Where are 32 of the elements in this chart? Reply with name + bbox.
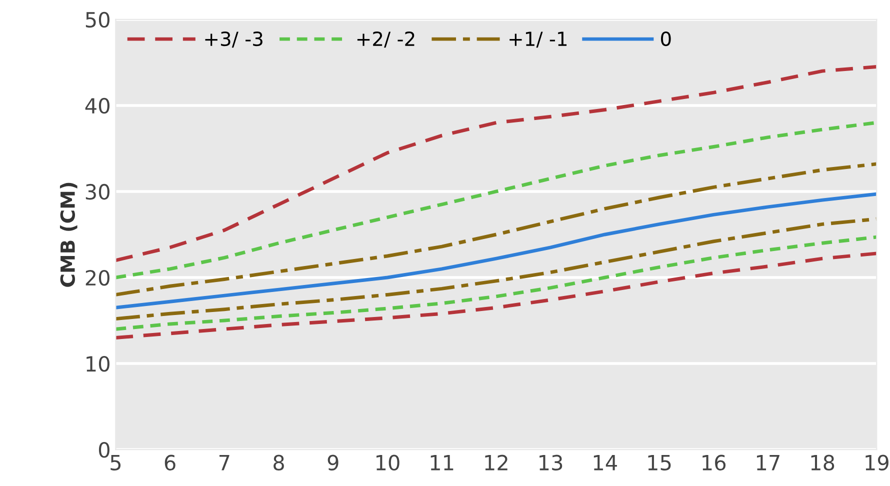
x-tick-label: 9 [328, 454, 338, 471]
x-tick-label: 18 [811, 454, 834, 471]
legend-label: +2/ -2 [357, 31, 414, 48]
line-series [116, 65, 877, 262]
line-series [116, 252, 877, 340]
x-tick-label: 16 [702, 454, 726, 471]
legend-label: 0 [660, 31, 671, 46]
x-tick-label: 13 [540, 454, 562, 471]
x-tick-label: 5 [110, 455, 121, 471]
legend-label: +1/ -1 [510, 32, 567, 48]
x-tick-label: 8 [274, 454, 284, 471]
x-tick-label: 11 [430, 455, 454, 470]
y-tick-label: 20 [86, 270, 110, 286]
x-tick-label: 10 [376, 454, 400, 471]
x-tick-label: 12 [485, 454, 508, 470]
y-tick-label: 30 [86, 184, 110, 200]
line-series [116, 235, 877, 331]
y-tick-label: 40 [85, 98, 110, 114]
y-tick-label: 0 [98, 442, 110, 458]
line-series [116, 120, 877, 280]
x-tick-label: 6 [164, 454, 176, 471]
x-tick-label: 15 [648, 455, 671, 471]
y-tick-label: 10 [86, 356, 110, 372]
x-tick-label: 19 [866, 454, 888, 471]
x-tick-label: 14 [594, 455, 617, 470]
y-tick-label: 50 [86, 12, 110, 28]
y-axis-title: CMB (CM) [60, 182, 78, 287]
line-series [116, 162, 877, 296]
x-tick-label: 7 [219, 455, 230, 470]
legend-label: +3/ -3 [205, 31, 262, 48]
x-tick-label: 17 [756, 455, 780, 470]
line-series [116, 192, 877, 310]
